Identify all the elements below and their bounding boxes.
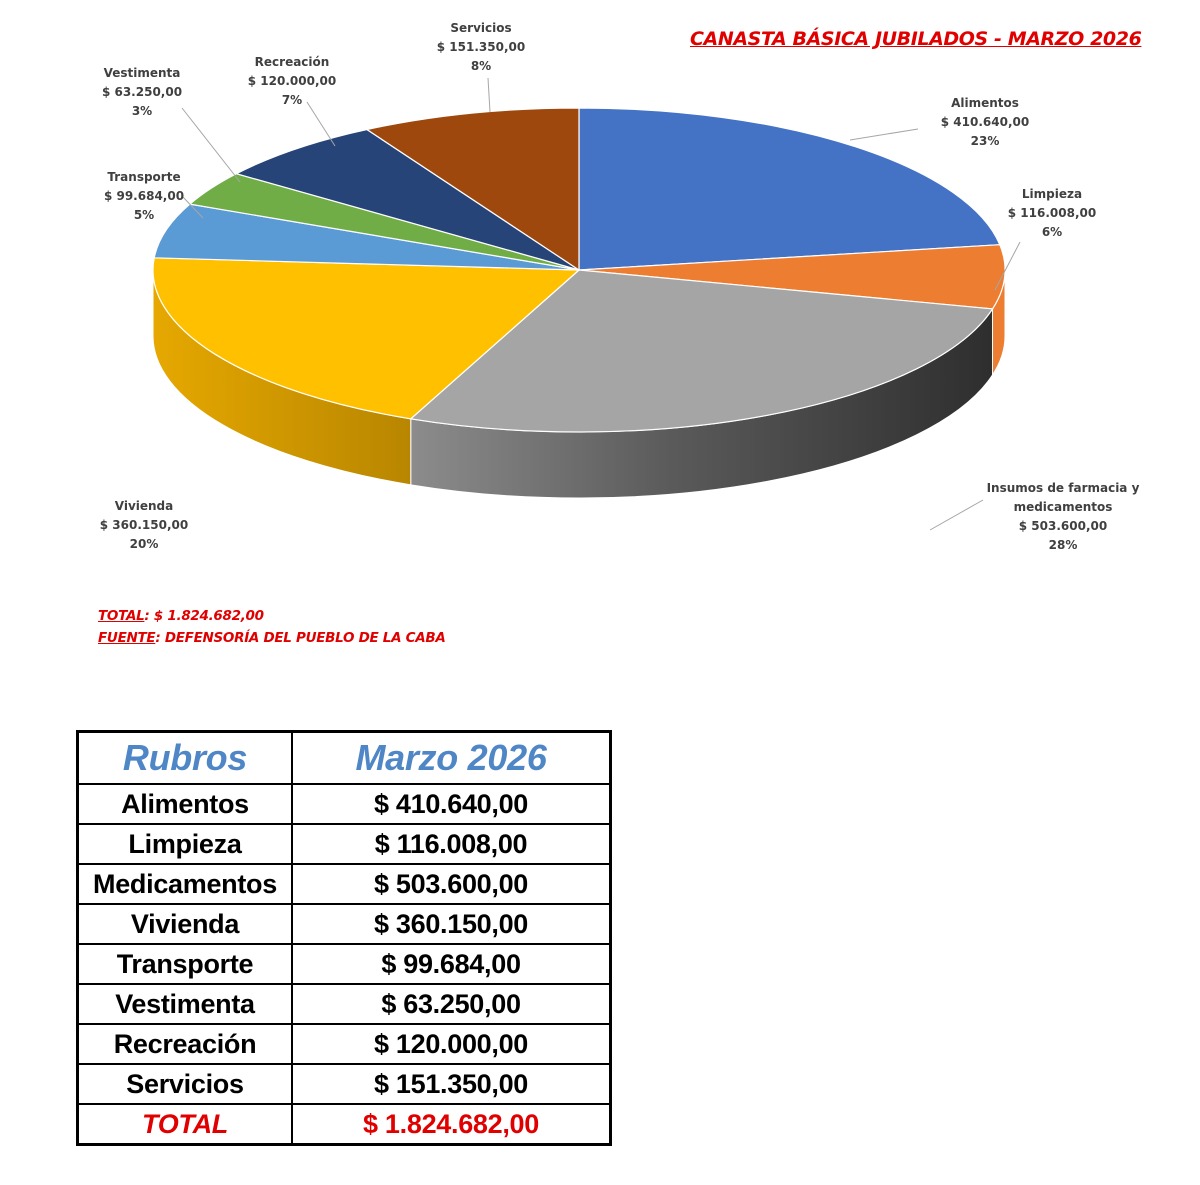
header-rubros: Rubros <box>76 730 293 785</box>
slice-label: Insumos de farmacia y medicamentos $ 503.6… <box>987 481 1140 552</box>
slice-label: Recreación $ 120.000,00 7% <box>248 55 336 107</box>
pie-slices <box>152 107 1006 433</box>
row-value: $ 99.684,00 <box>291 943 612 985</box>
table-header-row: Rubros Marzo 2026 <box>76 730 612 785</box>
leader-line <box>181 195 204 219</box>
pie-slice <box>153 203 580 271</box>
slice-label: Limpieza $ 116.008,00 6% <box>1008 187 1096 239</box>
row-name: Vestimenta <box>76 983 293 1025</box>
row-value: $ 410.640,00 <box>291 783 612 825</box>
table-row: Limpieza $ 116.008,00 <box>76 823 612 865</box>
pie-chart: Alimentos $ 410.640,00 23% Limpieza $ 116.00… <box>100 21 1140 552</box>
slice-label: Transporte $ 99.684,00 5% <box>104 170 184 222</box>
row-name: Servicios <box>76 1063 293 1105</box>
leader-line <box>181 107 241 183</box>
row-name: Medicamentos <box>76 863 293 905</box>
table-row: Transporte $ 99.684,00 <box>76 943 612 985</box>
table-row: Medicamentos $ 503.600,00 <box>76 863 612 905</box>
table-total-row: TOTAL $ 1.824.682,00 <box>76 1103 612 1146</box>
header-month: Marzo 2026 <box>291 730 612 785</box>
leader-line <box>306 101 336 147</box>
table-row: Servicios $ 151.350,00 <box>76 1063 612 1105</box>
pie-slice <box>152 257 581 420</box>
slice-label: Servicios $ 151.350,00 8% <box>437 21 525 73</box>
slice-label: Vestimenta $ 63.250,00 3% <box>102 66 182 118</box>
table-row: Alimentos $ 410.640,00 <box>76 783 612 825</box>
row-name: Limpieza <box>76 823 293 865</box>
total-note: TOTAL: $ 1.824.682,00 <box>98 608 264 624</box>
rubros-table: Rubros Marzo 2026 Alimentos $ 410.640,00 … <box>76 730 612 1146</box>
row-value: $ 120.000,00 <box>291 1023 612 1065</box>
pie-slice <box>578 107 1001 271</box>
table-row: Recreación $ 120.000,00 <box>76 1023 612 1065</box>
total-value: $ 1.824.682,00 <box>291 1103 612 1146</box>
row-value: $ 503.600,00 <box>291 863 612 905</box>
leader-line <box>929 499 984 531</box>
pie-slice <box>365 107 580 272</box>
table-row: Vivienda $ 360.150,00 <box>76 903 612 945</box>
pie-labels: Alimentos $ 410.640,00 23% Limpieza $ 116.00… <box>100 21 1140 552</box>
slice-label: Alimentos $ 410.640,00 23% <box>941 96 1029 148</box>
row-value: $ 151.350,00 <box>291 1063 612 1105</box>
source-note: FUENTE: DEFENSORÍA DEL PUEBLO DE LA CABA <box>98 630 446 646</box>
chart-notes: TOTAL: $ 1.824.682,00 FUENTE: DEFENSORÍA… <box>98 605 446 649</box>
total-label: TOTAL <box>76 1103 293 1146</box>
row-value: $ 360.150,00 <box>291 903 612 945</box>
row-name: Transporte <box>76 943 293 985</box>
table-row: Vestimenta $ 63.250,00 <box>76 983 612 1025</box>
pie-slice <box>578 244 1006 310</box>
leader-line <box>994 241 1021 291</box>
row-value: $ 116.008,00 <box>291 823 612 865</box>
slice-label: Vivienda $ 360.150,00 20% <box>100 499 188 551</box>
pie-slice <box>234 128 580 271</box>
row-name: Vivienda <box>76 903 293 945</box>
leader-line <box>849 128 919 141</box>
pie-slice <box>409 269 994 433</box>
chart-title: CANASTA BÁSICA JUBILADOS - MARZO 2026 <box>690 28 1142 50</box>
row-value: $ 63.250,00 <box>291 983 612 1025</box>
leader-line <box>487 77 491 113</box>
row-name: Alimentos <box>76 783 293 825</box>
row-name: Recreación <box>76 1023 293 1065</box>
